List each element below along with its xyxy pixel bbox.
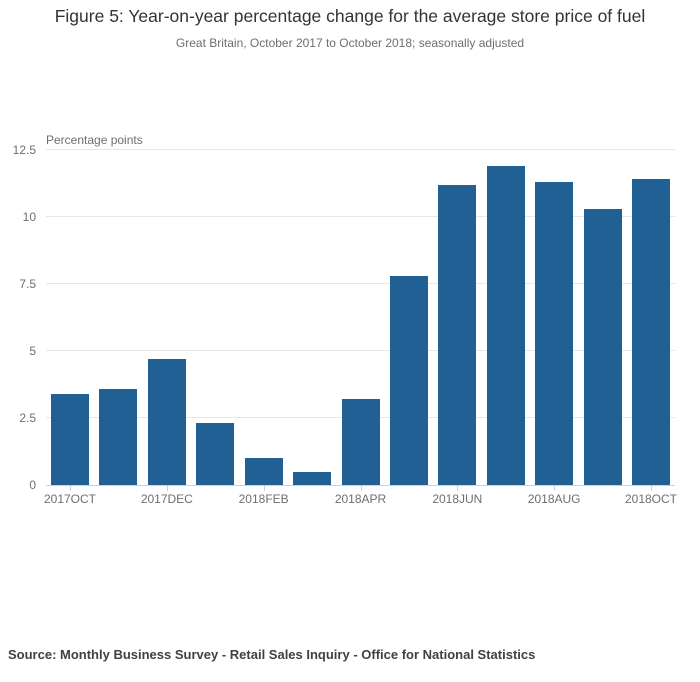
x-tick-mark bbox=[70, 486, 71, 491]
plot-area bbox=[46, 149, 675, 486]
x-tick-label: 2018AUG bbox=[527, 492, 581, 506]
bar-2017NOV[interactable] bbox=[99, 389, 138, 485]
y-tick-label: 12.5 bbox=[12, 143, 36, 157]
bar-2018FEB[interactable] bbox=[244, 458, 283, 485]
bar-2017DEC[interactable] bbox=[147, 359, 186, 485]
bar-2018APR[interactable] bbox=[341, 399, 380, 485]
x-tick-label: 2018APR bbox=[334, 492, 387, 506]
x-tick-mark bbox=[263, 486, 265, 491]
bar-2018JUN[interactable] bbox=[438, 185, 477, 485]
x-tick-label: 2017OCT bbox=[43, 492, 97, 506]
bar-2018JAN[interactable] bbox=[196, 423, 235, 485]
bar-2018JUL[interactable] bbox=[486, 166, 525, 485]
y-axis-title: Percentage points bbox=[46, 133, 143, 147]
x-tick-mark bbox=[554, 486, 556, 491]
x-tick-mark bbox=[457, 486, 459, 491]
bar-2018OCT[interactable] bbox=[632, 179, 670, 485]
gridline bbox=[46, 350, 675, 351]
x-tick-label: 2018FEB bbox=[238, 492, 289, 506]
y-tick-label: 5 bbox=[29, 344, 36, 358]
bar-2018SEP[interactable] bbox=[583, 209, 622, 485]
y-tick-label: 2.5 bbox=[19, 411, 36, 425]
x-tick-label: 2018OCT bbox=[624, 492, 678, 506]
x-tick-mark bbox=[360, 486, 362, 491]
bar-2018MAR[interactable] bbox=[293, 472, 332, 485]
y-tick-label: 10 bbox=[22, 210, 36, 224]
y-tick-label: 0 bbox=[29, 478, 36, 492]
gridline bbox=[46, 216, 675, 217]
gridline bbox=[46, 149, 675, 150]
gridline bbox=[46, 283, 675, 284]
x-tick-mark bbox=[166, 486, 168, 491]
bar-2017OCT[interactable] bbox=[51, 394, 89, 485]
y-tick-label: 7.5 bbox=[19, 277, 36, 291]
bar-2018MAY[interactable] bbox=[389, 276, 428, 485]
x-tick-label: 2018JUN bbox=[432, 492, 483, 506]
chart-subtitle: Great Britain, October 2017 to October 2… bbox=[175, 36, 525, 50]
bar-2018AUG[interactable] bbox=[535, 182, 574, 485]
chart-title: Figure 5: Year-on-year percentage change… bbox=[54, 6, 646, 26]
x-tick-mark bbox=[651, 486, 652, 491]
x-tick-label: 2017DEC bbox=[140, 492, 193, 506]
source-note: Source: Monthly Business Survey - Retail… bbox=[8, 647, 536, 662]
